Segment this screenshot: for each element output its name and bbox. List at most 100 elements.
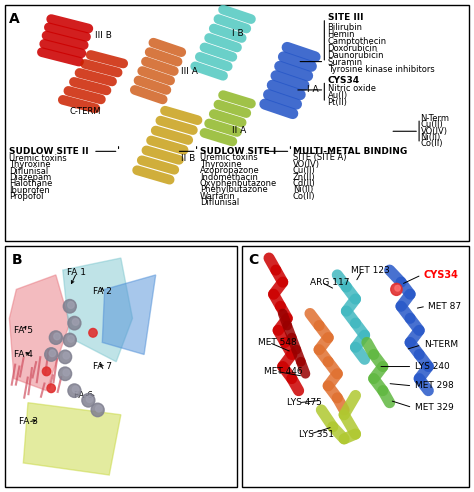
Polygon shape	[9, 275, 70, 391]
Text: Thyroxine: Thyroxine	[200, 160, 241, 169]
Circle shape	[68, 302, 74, 308]
Text: SITE (SITE A): SITE (SITE A)	[293, 154, 346, 162]
Text: Diflunisal: Diflunisal	[9, 167, 49, 176]
Text: Cu(II): Cu(II)	[293, 166, 316, 175]
Text: Azopropazone: Azopropazone	[200, 166, 260, 175]
Text: CYS34: CYS34	[424, 270, 459, 280]
Circle shape	[49, 350, 55, 357]
Text: MULTI-METAL BINDING: MULTI-METAL BINDING	[293, 147, 407, 156]
Circle shape	[68, 336, 74, 342]
FancyBboxPatch shape	[242, 246, 469, 487]
Circle shape	[73, 318, 79, 325]
Circle shape	[68, 384, 81, 398]
Circle shape	[63, 333, 76, 347]
Text: Diflunisal: Diflunisal	[200, 198, 239, 207]
Text: FA 7: FA 7	[93, 362, 112, 371]
Circle shape	[54, 333, 60, 340]
Circle shape	[91, 403, 104, 417]
Text: VO(IV): VO(IV)	[420, 126, 447, 135]
Text: Uremic toxins: Uremic toxins	[9, 154, 67, 163]
Circle shape	[45, 348, 58, 361]
Text: Propofol: Propofol	[9, 192, 44, 201]
Text: FA 5: FA 5	[14, 326, 33, 335]
Text: CYS34: CYS34	[328, 76, 360, 85]
Text: Au(I): Au(I)	[328, 92, 348, 100]
Circle shape	[89, 329, 97, 337]
Text: Co(II): Co(II)	[420, 139, 443, 148]
Text: FA 2: FA 2	[93, 287, 112, 296]
Circle shape	[63, 369, 70, 376]
Text: Uremic toxins: Uremic toxins	[200, 154, 257, 162]
Polygon shape	[63, 258, 132, 362]
Text: III B: III B	[95, 31, 112, 40]
Circle shape	[42, 367, 51, 376]
Circle shape	[86, 396, 93, 402]
Text: Suramin: Suramin	[328, 58, 363, 67]
Text: SITE III: SITE III	[328, 13, 363, 23]
Circle shape	[395, 285, 401, 291]
Circle shape	[96, 405, 102, 412]
Circle shape	[82, 394, 95, 407]
Circle shape	[391, 283, 402, 295]
Text: Diazepam: Diazepam	[9, 173, 52, 182]
Circle shape	[47, 384, 55, 393]
Text: FA 6: FA 6	[74, 391, 93, 400]
Text: Phenylbutazone: Phenylbutazone	[200, 185, 268, 194]
Text: Ni(II): Ni(II)	[420, 133, 441, 142]
Text: MET 298: MET 298	[415, 381, 454, 390]
Text: N-Term: N-Term	[420, 114, 449, 123]
Text: C-TERM: C-TERM	[70, 107, 101, 116]
Text: LYS 351: LYS 351	[299, 430, 334, 438]
Circle shape	[68, 316, 81, 330]
Text: LYS 475: LYS 475	[287, 398, 322, 407]
Circle shape	[59, 367, 72, 380]
Text: Zn(II): Zn(II)	[293, 173, 315, 182]
Text: B: B	[12, 253, 22, 267]
Text: FA 4: FA 4	[14, 350, 33, 359]
FancyBboxPatch shape	[5, 5, 469, 241]
Text: Oxyphenbutazone: Oxyphenbutazone	[200, 179, 277, 188]
Circle shape	[63, 300, 76, 313]
Text: Bilirubin: Bilirubin	[328, 23, 363, 32]
Text: FA 3: FA 3	[18, 418, 37, 427]
Text: Doxorubicin: Doxorubicin	[328, 44, 378, 53]
Text: SUDLOW SITE II: SUDLOW SITE II	[9, 147, 89, 156]
Circle shape	[59, 350, 72, 364]
Text: Ibuprofen: Ibuprofen	[9, 186, 50, 195]
Polygon shape	[102, 275, 155, 354]
Circle shape	[49, 331, 63, 344]
Text: MET 87: MET 87	[428, 302, 461, 311]
Text: Cu(II): Cu(II)	[420, 120, 443, 129]
Text: FA 1: FA 1	[67, 268, 86, 277]
Text: Daunorubicin: Daunorubicin	[328, 51, 384, 60]
Text: Warfarin: Warfarin	[200, 192, 236, 201]
Text: I B: I B	[232, 29, 244, 38]
Text: MET 123: MET 123	[351, 266, 390, 275]
Text: Tyrosine kinase inhibitors: Tyrosine kinase inhibitors	[328, 65, 434, 74]
Text: Thyroxine: Thyroxine	[9, 160, 51, 169]
Text: Pt(II): Pt(II)	[328, 98, 347, 107]
Circle shape	[73, 386, 79, 393]
Polygon shape	[23, 402, 121, 475]
Text: SUDLOW SITE I: SUDLOW SITE I	[200, 147, 276, 156]
Circle shape	[63, 352, 70, 359]
Text: LYS 240: LYS 240	[415, 362, 449, 371]
Text: III A: III A	[181, 66, 198, 76]
Text: Halothane: Halothane	[9, 180, 53, 188]
Text: N-TERM: N-TERM	[424, 340, 458, 349]
FancyBboxPatch shape	[5, 246, 237, 487]
Text: MET 548: MET 548	[258, 338, 296, 347]
Text: MET 446: MET 446	[264, 367, 303, 376]
Text: Indomethacin: Indomethacin	[200, 173, 258, 182]
Text: II A: II A	[232, 125, 246, 135]
Text: Ni(II): Ni(II)	[293, 185, 313, 194]
Text: Co(II): Co(II)	[293, 192, 315, 201]
Text: Cd(II): Cd(II)	[293, 179, 316, 188]
Text: I A: I A	[307, 86, 319, 94]
Text: ARG 117: ARG 117	[310, 277, 349, 287]
Text: A: A	[9, 12, 20, 26]
Text: Camptothecin: Camptothecin	[328, 37, 387, 46]
Text: C: C	[248, 253, 259, 267]
Text: VO(IV): VO(IV)	[293, 160, 320, 169]
Text: MET 329: MET 329	[415, 403, 454, 412]
